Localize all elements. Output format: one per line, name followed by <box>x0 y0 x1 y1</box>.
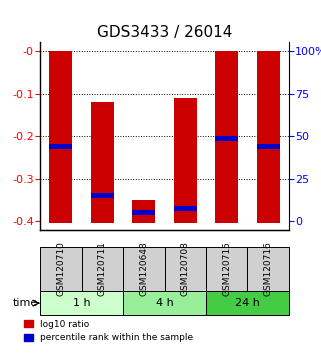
FancyBboxPatch shape <box>40 291 123 315</box>
Text: GSM120711: GSM120711 <box>98 242 107 297</box>
FancyBboxPatch shape <box>206 247 247 291</box>
Bar <box>49 144 72 149</box>
Bar <box>132 210 155 215</box>
Bar <box>215 51 238 223</box>
Title: GDS3433 / 26014: GDS3433 / 26014 <box>97 25 232 40</box>
Text: GSM120715: GSM120715 <box>222 242 231 297</box>
Text: GSM120710: GSM120710 <box>56 242 65 297</box>
Bar <box>215 136 238 141</box>
Text: time: time <box>13 298 38 308</box>
FancyBboxPatch shape <box>82 247 123 291</box>
Bar <box>49 51 72 223</box>
Bar <box>257 144 280 149</box>
Legend: log10 ratio, percentile rank within the sample: log10 ratio, percentile rank within the … <box>21 316 197 346</box>
Bar <box>257 51 280 223</box>
Text: GSM120648: GSM120648 <box>139 242 148 296</box>
FancyBboxPatch shape <box>206 291 289 315</box>
Bar <box>174 206 197 211</box>
FancyBboxPatch shape <box>40 247 82 291</box>
Text: GSM120708: GSM120708 <box>181 242 190 297</box>
FancyBboxPatch shape <box>165 247 206 291</box>
Bar <box>132 200 155 223</box>
Bar <box>174 98 197 223</box>
FancyBboxPatch shape <box>247 247 289 291</box>
FancyBboxPatch shape <box>123 291 206 315</box>
Bar <box>91 193 114 198</box>
FancyBboxPatch shape <box>123 247 165 291</box>
Text: 4 h: 4 h <box>156 298 173 308</box>
Bar <box>91 102 114 223</box>
Text: 24 h: 24 h <box>235 298 260 308</box>
Text: 1 h: 1 h <box>73 298 91 308</box>
Text: GSM120716: GSM120716 <box>264 242 273 297</box>
